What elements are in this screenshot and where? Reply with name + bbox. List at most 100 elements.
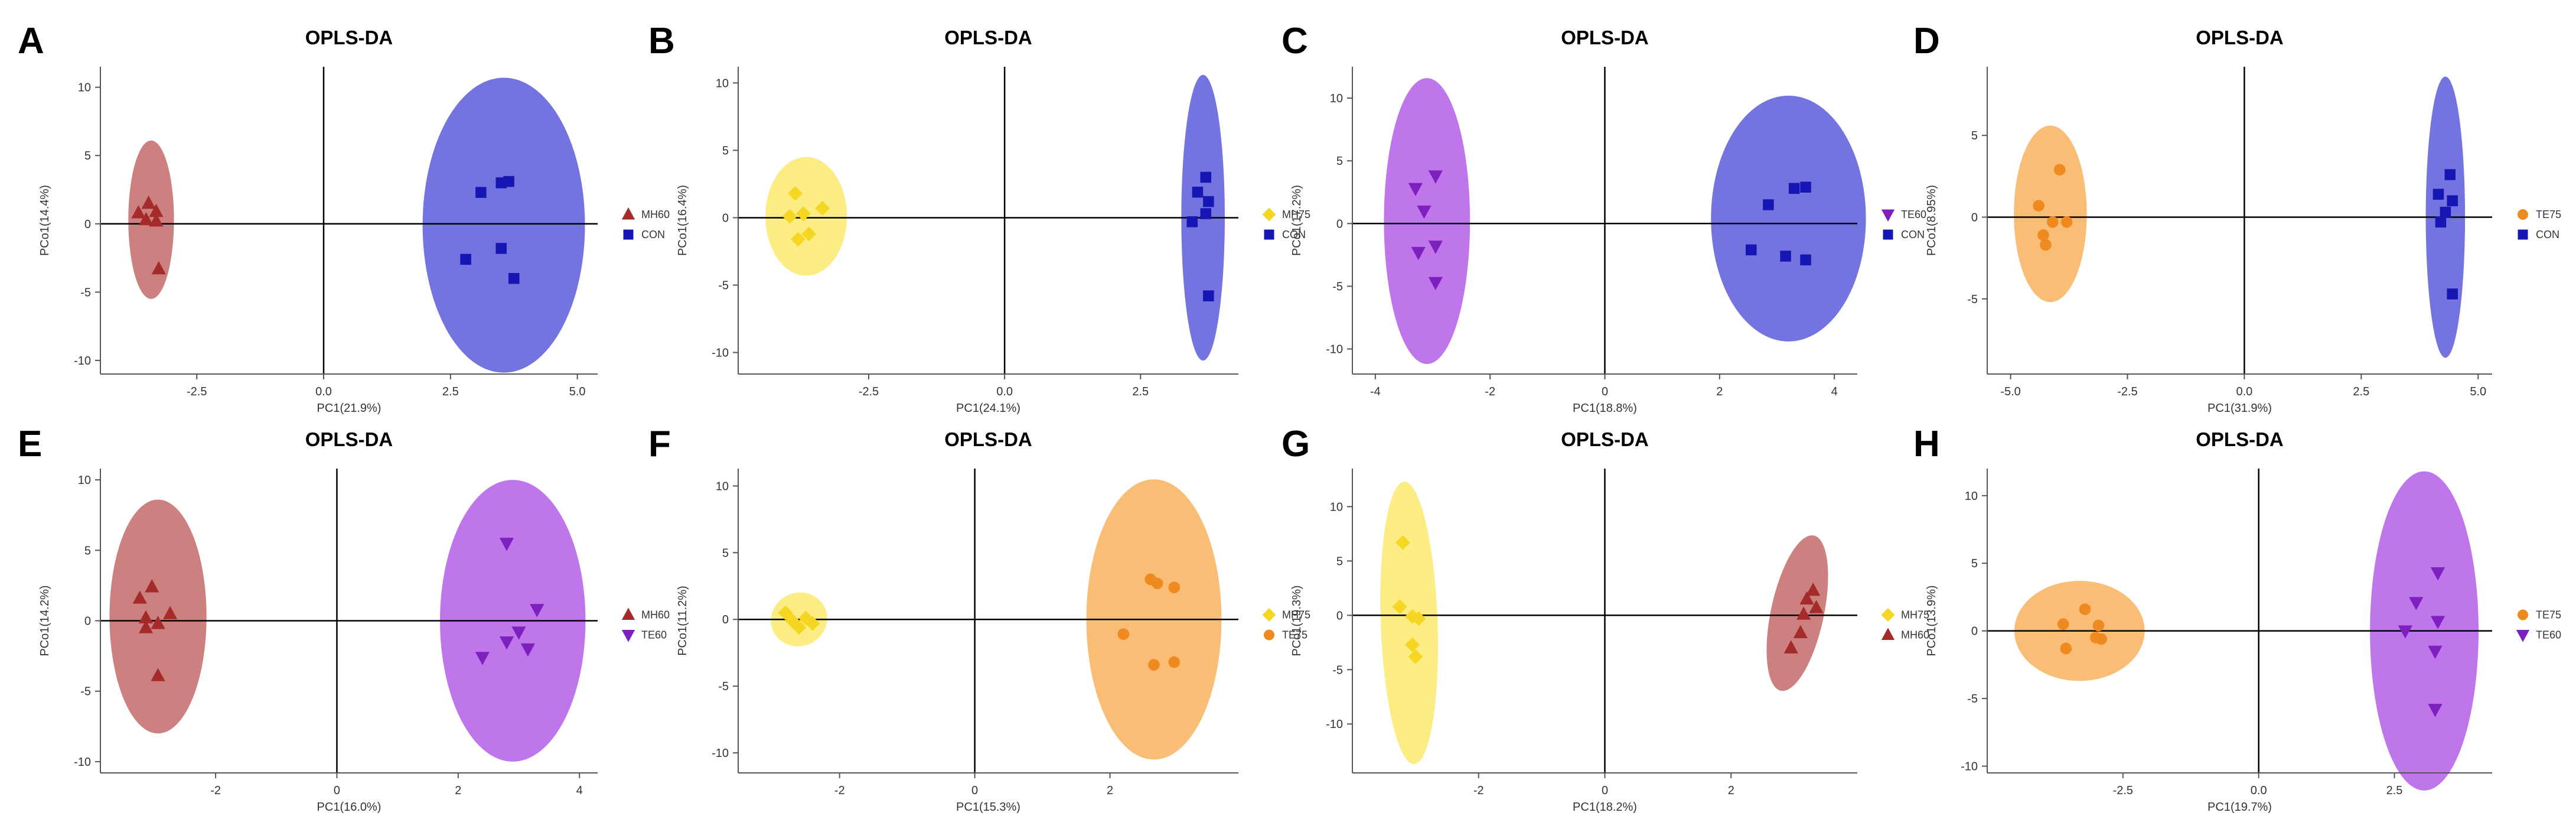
data-point-mh75 — [782, 209, 797, 224]
x-tick-label: 2 — [1107, 784, 1113, 797]
data-point-te75 — [1168, 656, 1181, 668]
data-point-te60 — [475, 652, 490, 665]
y-tick-label: 5 — [722, 144, 729, 157]
chart-title: OPLS-DA — [1561, 27, 1649, 48]
y-tick-label: 0 — [1971, 211, 1978, 224]
legend-label: TE60 — [1901, 209, 1926, 220]
data-point-te75 — [1148, 659, 1160, 671]
data-point-te60 — [1417, 205, 1432, 219]
x-tick-label: 0 — [334, 784, 340, 797]
data-point-te60 — [499, 538, 514, 551]
panel-a: A OPLS-DA -2.5 0.0 2.5 5.0 -10 -5 0 5 10 PC1(21.9%)… — [18, 21, 670, 415]
panel-letter: G — [1282, 424, 1310, 464]
legend-label: TE75 — [2536, 609, 2561, 621]
panel-letter: B — [648, 21, 675, 61]
data-point-te60 — [1411, 246, 1426, 261]
data-point-te60 — [2428, 704, 2443, 717]
x-tick-label: 2 — [1716, 385, 1723, 398]
data-point-te60 — [2398, 625, 2413, 639]
legend-marker-mh60 — [621, 607, 635, 620]
x-tick-label: 2.5 — [1132, 385, 1149, 398]
data-point-con — [1186, 216, 1198, 228]
panel-letter: E — [18, 424, 42, 464]
y-tick-label: -10 — [1326, 718, 1343, 731]
x-tick-label: 4 — [1831, 385, 1838, 398]
panel-g: G OPLS-DA -2 0 2 -10 -5 0 5 10 PC1(18.2%) PCo1(19.3… — [1282, 424, 1929, 814]
legend-marker-te75 — [2518, 609, 2528, 620]
y-tick-label: -5 — [1967, 293, 1978, 306]
y-tick-label: -5 — [1967, 693, 1978, 706]
y-tick-label: 0 — [1971, 625, 1978, 638]
y-tick-label: 5 — [722, 547, 729, 560]
data-point-con — [1203, 196, 1214, 207]
data-point-con — [495, 243, 507, 254]
data-point-mh75 — [791, 620, 807, 635]
y-tick-label: 10 — [716, 480, 729, 493]
data-point-mh75 — [801, 226, 817, 242]
data-point-mh75 — [815, 201, 830, 216]
y-tick-label: -5 — [1332, 280, 1343, 293]
data-point-mh75 — [1405, 637, 1420, 652]
data-point-te75 — [2092, 619, 2105, 632]
data-point-te75 — [2079, 603, 2091, 615]
data-point-mh75 — [805, 616, 820, 631]
legend-label: TE75 — [2536, 209, 2561, 220]
y-axis-label: PCo1(13.9%) — [1925, 585, 1938, 656]
x-tick-label: 0 — [1602, 385, 1608, 398]
data-point-con — [2435, 216, 2447, 228]
legend-marker-con — [2518, 229, 2528, 240]
confidence-ellipse-te60 — [1384, 78, 1470, 365]
y-tick-label: -10 — [1326, 343, 1343, 356]
legend-label: TE60 — [2536, 629, 2561, 641]
panel-d: D OPLS-DA -5.0 -2.5 0.0 2.5 5.0 -5 0 5 PC1(31.9%) P… — [1913, 21, 2561, 415]
y-axis-label: PCo1(19.3%) — [1290, 585, 1303, 656]
legend-marker-te60 — [2516, 630, 2530, 642]
legend-marker-te60 — [621, 630, 635, 642]
y-axis-label: PCo1(16.4%) — [676, 185, 689, 256]
y-tick-label: 5 — [1336, 155, 1343, 168]
y-axis-label: PCo1(17.2%) — [1290, 185, 1303, 256]
y-tick-label: 0 — [1336, 217, 1343, 230]
x-axis-label: PC1(21.9%) — [317, 402, 381, 415]
data-point-te60 — [1408, 183, 1423, 196]
y-tick-label: 10 — [716, 77, 729, 90]
legend-marker-con — [1883, 229, 1893, 240]
x-tick-label: 0.0 — [2236, 385, 2253, 398]
y-tick-label: -5 — [718, 279, 729, 292]
y-tick-label: 0 — [722, 212, 729, 225]
panel-e: E OPLS-DA -2 0 2 4 -10 -5 0 5 10 PC1(16.0%) PCo1(14.… — [18, 424, 670, 814]
x-tick-label: -2.5 — [2117, 385, 2137, 398]
y-tick-label: -5 — [718, 680, 729, 693]
data-point-te60 — [2428, 645, 2443, 659]
data-point-con — [1200, 208, 1212, 219]
x-tick-label: 0 — [1602, 784, 1608, 797]
panel-b: B OPLS-DA -2.5 0.0 2.5 -10 -5 0 5 10 PC1(24.1%) PCo… — [648, 21, 1310, 415]
data-point-mh60 — [151, 261, 166, 275]
legend-label: MH75 — [1901, 609, 1929, 621]
y-tick-label: 10 — [78, 474, 91, 487]
y-tick-label: -5 — [1332, 664, 1343, 677]
x-tick-label: 0.0 — [996, 385, 1013, 398]
panel-c: C OPLS-DA -4 -2 0 2 4 -10 -5 0 5 10 PC1(18.8%) PCo1(1… — [1282, 21, 1926, 415]
y-tick-label: -5 — [80, 286, 91, 299]
chart-title: OPLS-DA — [1561, 428, 1649, 450]
data-point-mh60 — [1796, 606, 1811, 620]
x-axis-label: PC1(15.3%) — [956, 801, 1020, 814]
x-tick-label: -2.5 — [187, 385, 207, 398]
data-point-te60 — [1428, 277, 1443, 291]
y-tick-label: 10 — [1965, 490, 1978, 503]
x-tick-label: -2 — [1473, 784, 1484, 797]
data-point-mh75 — [796, 206, 811, 222]
panel-letter: H — [1913, 424, 1940, 464]
chart-title: OPLS-DA — [944, 27, 1032, 48]
legend-label: MH60 — [641, 609, 670, 621]
y-tick-label: 0 — [84, 615, 91, 628]
x-axis-label: PC1(31.9%) — [2207, 402, 2272, 415]
x-tick-label: 4 — [576, 784, 583, 797]
data-point-mh60 — [141, 196, 156, 209]
data-point-te75 — [2057, 618, 2069, 630]
data-point-mh60 — [151, 616, 165, 629]
x-tick-label: -2 — [210, 784, 221, 797]
x-tick-label: 2 — [455, 784, 461, 797]
confidence-ellipse-mh60 — [128, 140, 174, 299]
